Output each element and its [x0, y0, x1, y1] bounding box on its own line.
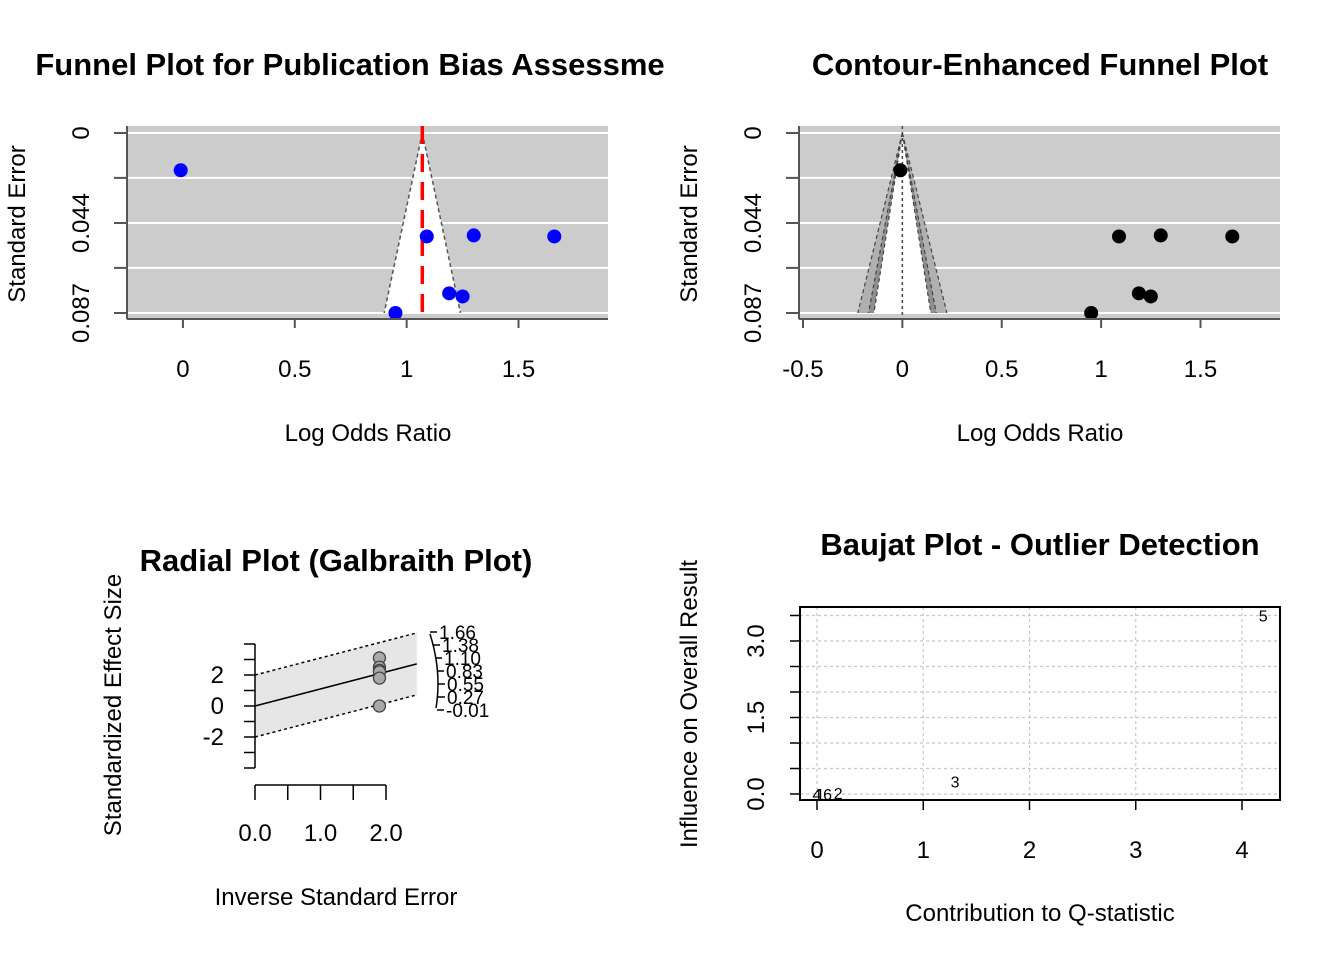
x-tick-label: 1.5: [502, 356, 535, 383]
baujat-plot-ylabel: Influence on Overall Result: [676, 560, 703, 848]
x-tick-label: 2.0: [369, 820, 402, 847]
y-tick-label: 3.0: [743, 624, 770, 657]
x-tick-label: 1: [1094, 356, 1107, 383]
arc-tick-label: 0.27: [447, 688, 484, 709]
x-tick-label: 4: [1235, 837, 1248, 864]
funnel-plot-panel: Funnel Plot for Publication Bias Assessm…: [4, 47, 665, 447]
radial-plot-title: Radial Plot (Galbraith Plot): [140, 543, 533, 578]
y-tick-label: 2: [211, 662, 224, 689]
x-tick-label: 0: [810, 837, 823, 864]
study-point: [372, 671, 387, 685]
study-label: 1: [816, 787, 825, 804]
study-label: 4: [813, 787, 822, 804]
contour-right-edge: [901, 132, 937, 314]
study-point: [1153, 228, 1168, 243]
arc-tick-label: 1.66: [439, 623, 476, 644]
regression-line: [254, 663, 417, 707]
contour-funnel-xlabel: Log Odds Ratio: [957, 420, 1124, 447]
study-point: [1143, 289, 1158, 304]
funnel-right-edge: [421, 132, 462, 314]
funnel-left-edge: [383, 132, 424, 314]
baujat-plot-xlabel: Contribution to Q-statistic: [905, 900, 1174, 927]
contour-left-edge: [857, 132, 903, 314]
study-point: [547, 229, 562, 244]
radial-plot-ylabel: Standardized Effect Size: [100, 574, 127, 836]
x-tick-label: 3: [1129, 837, 1142, 864]
radial-plot-panel: Radial Plot (Galbraith Plot) -2 0 2 0.0 1.0 2…: [100, 543, 532, 911]
x-tick-label: 1: [917, 837, 930, 864]
study-point: [455, 289, 470, 304]
study-point: [1225, 229, 1240, 244]
y-tick-label: 0.044: [68, 193, 95, 253]
contour-funnel-title: Contour-Enhanced Funnel Plot: [812, 47, 1268, 82]
y-tick-label: 0: [211, 693, 224, 720]
arc-tick-label: 0.55: [447, 675, 484, 696]
x-tick-label: 0.0: [238, 820, 271, 847]
radial-plot-xlabel: Inverse Standard Error: [215, 884, 458, 911]
x-tick-label: 0: [896, 356, 909, 383]
study-label: 2: [834, 786, 843, 803]
contour-funnel-plot-panel: Contour-Enhanced Funnel Plot -0.5 0 0.5 1 1.…: [676, 47, 1280, 447]
study-point: [1112, 229, 1127, 244]
study-point: [372, 699, 387, 713]
y-tick-label: 0.087: [740, 283, 767, 343]
study-point: [173, 163, 188, 178]
y-tick-label: 0.0: [743, 777, 770, 810]
funnel-plot-xlabel: Log Odds Ratio: [285, 420, 452, 447]
study-point: [419, 229, 434, 244]
study-point: [466, 228, 481, 243]
y-tick-label: 1.5: [743, 701, 770, 734]
study-label: 5: [1259, 609, 1268, 626]
y-tick-label: -2: [203, 724, 224, 751]
x-tick-label: 0.5: [278, 356, 311, 383]
contour-funnel-ylabel: Standard Error: [676, 145, 703, 302]
study-point: [1084, 306, 1099, 320]
arc-tick-label: 1.10: [444, 649, 481, 670]
contour-left-edge: [873, 132, 903, 314]
arc-tick-label: 0.83: [446, 662, 483, 683]
funnel-plot-title: Funnel Plot for Publication Bias Assessm…: [35, 47, 664, 82]
y-tick-label: 0.044: [740, 193, 767, 253]
plot-frame: [799, 606, 1281, 801]
study-point: [893, 163, 908, 178]
funnel-plot-ylabel: Standard Error: [4, 145, 31, 302]
lower-bound-line: [254, 694, 417, 738]
x-tick-label: 2: [1023, 837, 1036, 864]
contour-left-edge: [867, 132, 903, 314]
baujat-plot-title: Baujat Plot - Outlier Detection: [820, 527, 1259, 562]
y-tick-label: 0: [68, 126, 95, 139]
x-tick-label: 1.5: [1184, 356, 1217, 383]
x-tick-label: 0: [176, 356, 189, 383]
contour-right-edge: [901, 132, 948, 314]
study-point: [1131, 286, 1146, 301]
x-tick-label: 0.5: [985, 356, 1018, 383]
y-tick-label: 0.087: [68, 283, 95, 343]
x-tick-label: -0.5: [782, 356, 823, 383]
study-label: 6: [823, 787, 832, 804]
x-tick-label: 1.0: [304, 820, 337, 847]
y-tick-label: 0: [740, 126, 767, 139]
study-label: 3: [951, 774, 960, 791]
arc-tick-label: 1.38: [442, 636, 479, 657]
x-tick-label: 1: [400, 356, 413, 383]
study-point: [442, 286, 457, 301]
plot-background: [800, 607, 1280, 800]
contour-right-edge: [901, 132, 932, 314]
upper-bound-line: [254, 632, 417, 676]
arc-tick-label: -0.01: [446, 701, 489, 722]
study-point: [388, 306, 403, 320]
